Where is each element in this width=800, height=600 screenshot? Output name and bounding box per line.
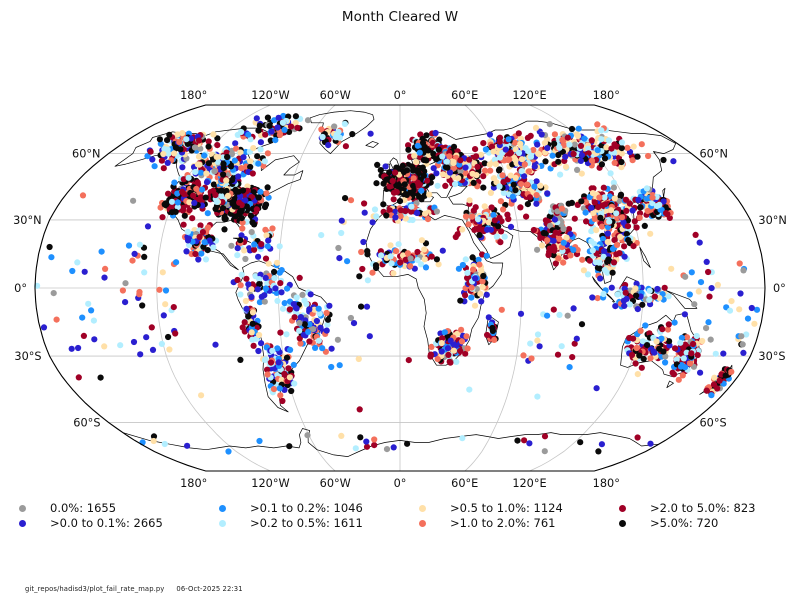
lat-tick-right: 0° bbox=[773, 282, 786, 295]
script-path: git_repos/hadisd3/plot_fail_rate_map.py bbox=[25, 585, 165, 593]
legend-item: >2.0 to 5.0%: 823 bbox=[600, 500, 800, 516]
legend-item: >5.0%: 720 bbox=[600, 515, 800, 531]
figure-footer: git_repos/hadisd3/plot_fail_rate_map.py 0… bbox=[25, 585, 243, 593]
lat-tick-left: 60°S bbox=[73, 416, 100, 429]
legend-dot-icon bbox=[219, 520, 226, 527]
legend-item: >1.0 to 2.0%: 761 bbox=[400, 515, 600, 531]
lon-tick-top: 60°E bbox=[451, 89, 478, 102]
legend-label: >5.0%: 720 bbox=[650, 516, 719, 530]
render-timestamp: 06-Oct-2025 22:31 bbox=[176, 585, 243, 593]
map-outline bbox=[34, 104, 766, 472]
axis-labels: 180° 180° 120°W 120°W 60°W 60°W 0° 0° 60°E 60°E 12… bbox=[13, 89, 787, 490]
legend-dot-icon bbox=[419, 505, 426, 512]
lat-tick-left: 0° bbox=[14, 282, 27, 295]
legend-item: >0.0 to 0.1%: 2665 bbox=[0, 515, 200, 531]
chart-title: Month Cleared W bbox=[341, 9, 459, 25]
lon-tick-top: 60°W bbox=[320, 89, 351, 102]
lat-tick-right: 30°N bbox=[758, 214, 786, 227]
lon-tick-bottom: 60°W bbox=[320, 477, 351, 490]
legend-dot-icon bbox=[19, 505, 26, 512]
lon-tick-bottom: 0° bbox=[394, 477, 407, 490]
lon-tick-top: 180° bbox=[593, 89, 620, 102]
lon-tick-bottom: 120°W bbox=[251, 477, 289, 490]
legend-label: >0.1 to 0.2%: 1046 bbox=[250, 501, 363, 515]
legend-dot-icon bbox=[419, 520, 426, 527]
lat-tick-left: 30°N bbox=[13, 214, 41, 227]
legend-label: >0.2 to 0.5%: 1611 bbox=[250, 516, 363, 530]
coastline-africa bbox=[365, 205, 504, 366]
coastline-iceland bbox=[365, 141, 379, 148]
lat-tick-right: 60°S bbox=[699, 416, 726, 429]
legend-item: >0.2 to 0.5%: 1611 bbox=[200, 515, 400, 531]
lat-tick-right: 60°N bbox=[699, 148, 727, 161]
legend-dot-icon bbox=[619, 505, 626, 512]
station-dots bbox=[34, 112, 761, 455]
coastline-new-guinea bbox=[665, 289, 698, 309]
coastline-philippines bbox=[639, 246, 651, 268]
legend-label: >0.5 to 1.0%: 1124 bbox=[450, 501, 563, 515]
lon-tick-top: 180° bbox=[180, 89, 207, 102]
lon-tick-top: 120°E bbox=[512, 89, 546, 102]
lat-tick-left: 60°N bbox=[72, 148, 100, 161]
legend-label: >1.0 to 2.0%: 761 bbox=[450, 516, 556, 530]
lon-tick-top: 0° bbox=[394, 89, 407, 102]
lat-tick-left: 30°S bbox=[14, 350, 41, 363]
coastline-antarctica bbox=[122, 428, 660, 457]
legend-dot-icon bbox=[19, 520, 26, 527]
legend-item: >0.5 to 1.0%: 1124 bbox=[400, 500, 600, 516]
legend-item: 0.0%: 1655 bbox=[0, 500, 200, 516]
legend-dot-icon bbox=[219, 505, 226, 512]
legend-item: >0.1 to 0.2%: 1046 bbox=[200, 500, 400, 516]
coastline-greenland bbox=[309, 110, 375, 154]
lon-tick-bottom: 60°E bbox=[451, 477, 478, 490]
lon-tick-bottom: 120°E bbox=[512, 477, 546, 490]
coastline-tasmania bbox=[666, 380, 674, 389]
legend-label: >2.0 to 5.0%: 823 bbox=[650, 501, 756, 515]
lat-tick-right: 30°S bbox=[758, 350, 785, 363]
legend-dot-icon bbox=[619, 520, 626, 527]
coastline-sumatra bbox=[592, 276, 615, 302]
lon-tick-bottom: 180° bbox=[593, 477, 620, 490]
lon-tick-bottom: 180° bbox=[180, 477, 207, 490]
legend-label: 0.0%: 1655 bbox=[50, 501, 117, 515]
legend-label: >0.0 to 0.1%: 2665 bbox=[50, 516, 163, 530]
legend: 0.0%: 1655 >0.0 to 0.1%: 2665 >0.1 to 0.2%… bbox=[0, 497, 800, 535]
lon-tick-top: 120°W bbox=[251, 89, 289, 102]
